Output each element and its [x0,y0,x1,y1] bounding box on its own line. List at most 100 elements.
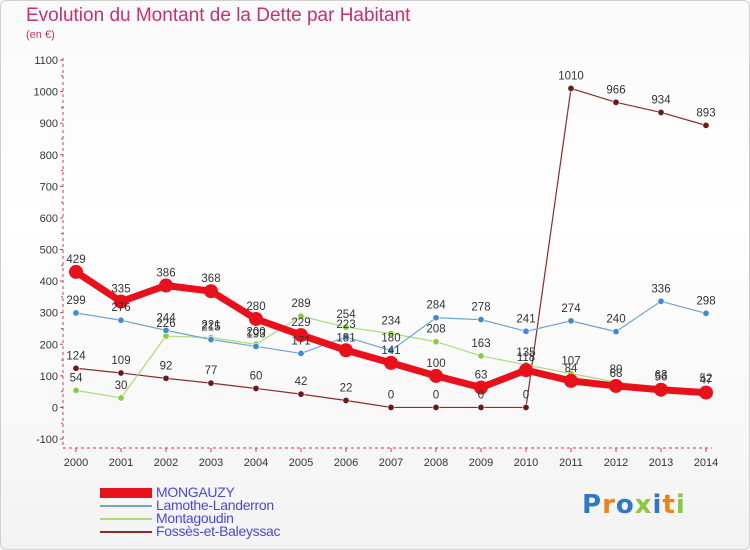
series-point-2 [432,338,440,346]
legend-swatch [100,487,152,498]
data-label-1: 171 [291,335,310,347]
y-tick-label: 500 [40,245,58,257]
series-point-0 [519,363,533,378]
series-point-1 [612,328,620,336]
series-point-3 [432,403,440,411]
series-point-3 [567,84,575,92]
data-label-0: 84 [565,363,578,375]
legend-label: Montagoudin [156,510,234,526]
x-tick-label: 2005 [289,457,313,469]
data-label-3: 77 [205,365,218,377]
data-label-1: 336 [651,283,670,295]
series-point-1 [72,309,80,317]
x-tick-label: 2003 [199,457,223,469]
series-point-0 [564,373,578,388]
x-tick-label: 2002 [154,457,178,469]
data-label-1: 193 [246,328,265,340]
data-label-3: 92 [160,360,173,372]
legend-item: Montagoudin [100,510,280,526]
data-label-1: 241 [516,313,535,325]
data-label-3: 124 [66,350,86,362]
data-label-1: 299 [66,295,85,307]
y-tick-label: 700 [40,181,58,193]
data-label-3: 1010 [558,70,584,82]
data-label-3: 60 [250,370,263,382]
data-label-3: 893 [696,107,715,119]
data-label-2: 30 [115,380,128,392]
data-label-0: 386 [156,268,175,280]
logo-letter: i [652,490,663,520]
data-label-0: 56 [655,372,668,384]
data-label-3: 42 [295,376,308,388]
series-point-2 [342,323,350,331]
data-label-2: 234 [381,316,401,328]
series-point-1 [387,347,395,355]
data-label-1: 240 [606,314,625,326]
y-tick-label: 1000 [34,87,58,99]
series-point-3 [117,369,125,377]
series-point-2 [72,386,80,394]
data-label-2: 63 [655,370,668,382]
x-tick-label: 2014 [694,457,718,469]
data-label-2: 163 [471,338,490,350]
logo-letter: x [634,490,653,520]
series-point-2 [387,330,395,338]
proxiti-logo: Proxiti [582,490,686,520]
logo-letter: o [615,490,635,520]
series-point-3 [477,403,485,411]
series-point-3 [342,396,350,404]
data-label-1: 274 [561,303,581,315]
series-point-3 [387,403,395,411]
legend-item: Fossès-et-Baleyssac [100,524,281,538]
x-tick-label: 2007 [379,457,403,469]
data-label-3: 109 [111,355,130,367]
data-label-1: 244 [156,312,176,324]
series-point-3 [72,364,80,372]
data-label-3: 0 [433,389,439,401]
series-point-1 [342,333,350,341]
series-point-2 [477,352,485,360]
series-point-0 [159,278,173,293]
chart-legend: MONGAUZY Lamothe-Landerron Montagoudin Foss… [100,484,281,538]
series-point-0 [474,380,488,395]
series-point-1 [297,349,305,357]
series-point-0 [429,368,443,383]
data-label-2: 80 [610,364,623,376]
data-label-2: 221 [201,320,220,332]
data-label-2: 54 [70,372,83,384]
legend-label: MONGAUZY [156,484,235,500]
data-label-3: 22 [340,382,353,394]
data-label-2: 289 [291,298,310,310]
data-label-2: 208 [426,324,445,336]
legend-swatch [100,517,152,520]
y-tick-label: 1100 [34,55,58,67]
series-point-3 [207,379,215,387]
series-point-0 [204,284,218,299]
x-tick-label: 2013 [649,457,673,469]
legend-item: Lamothe-Landerron [100,497,280,513]
legend-swatch [100,530,152,533]
data-label-3: 0 [478,389,484,401]
data-label-0: 181 [336,332,355,344]
data-label-0: 141 [381,345,400,357]
data-label-1: 298 [696,295,715,307]
series-point-1 [432,314,440,322]
logo-letter: r [602,490,616,520]
series-point-1 [522,327,530,335]
series-point-0 [114,294,128,309]
data-label-0: 229 [291,317,310,329]
series-point-2 [297,312,305,320]
logo-letter: i [675,490,686,520]
series-point-1 [477,316,485,324]
series-point-0 [609,378,623,393]
data-label-3: 934 [651,94,671,106]
legend-label: Lamothe-Landerron [156,497,274,513]
data-label-2: 200 [246,326,265,338]
x-tick-label: 2004 [244,457,268,469]
data-label-0: 429 [66,254,85,266]
data-label-0: 63 [475,370,488,382]
series-point-1 [252,342,260,350]
x-tick-label: 2011 [559,457,583,469]
